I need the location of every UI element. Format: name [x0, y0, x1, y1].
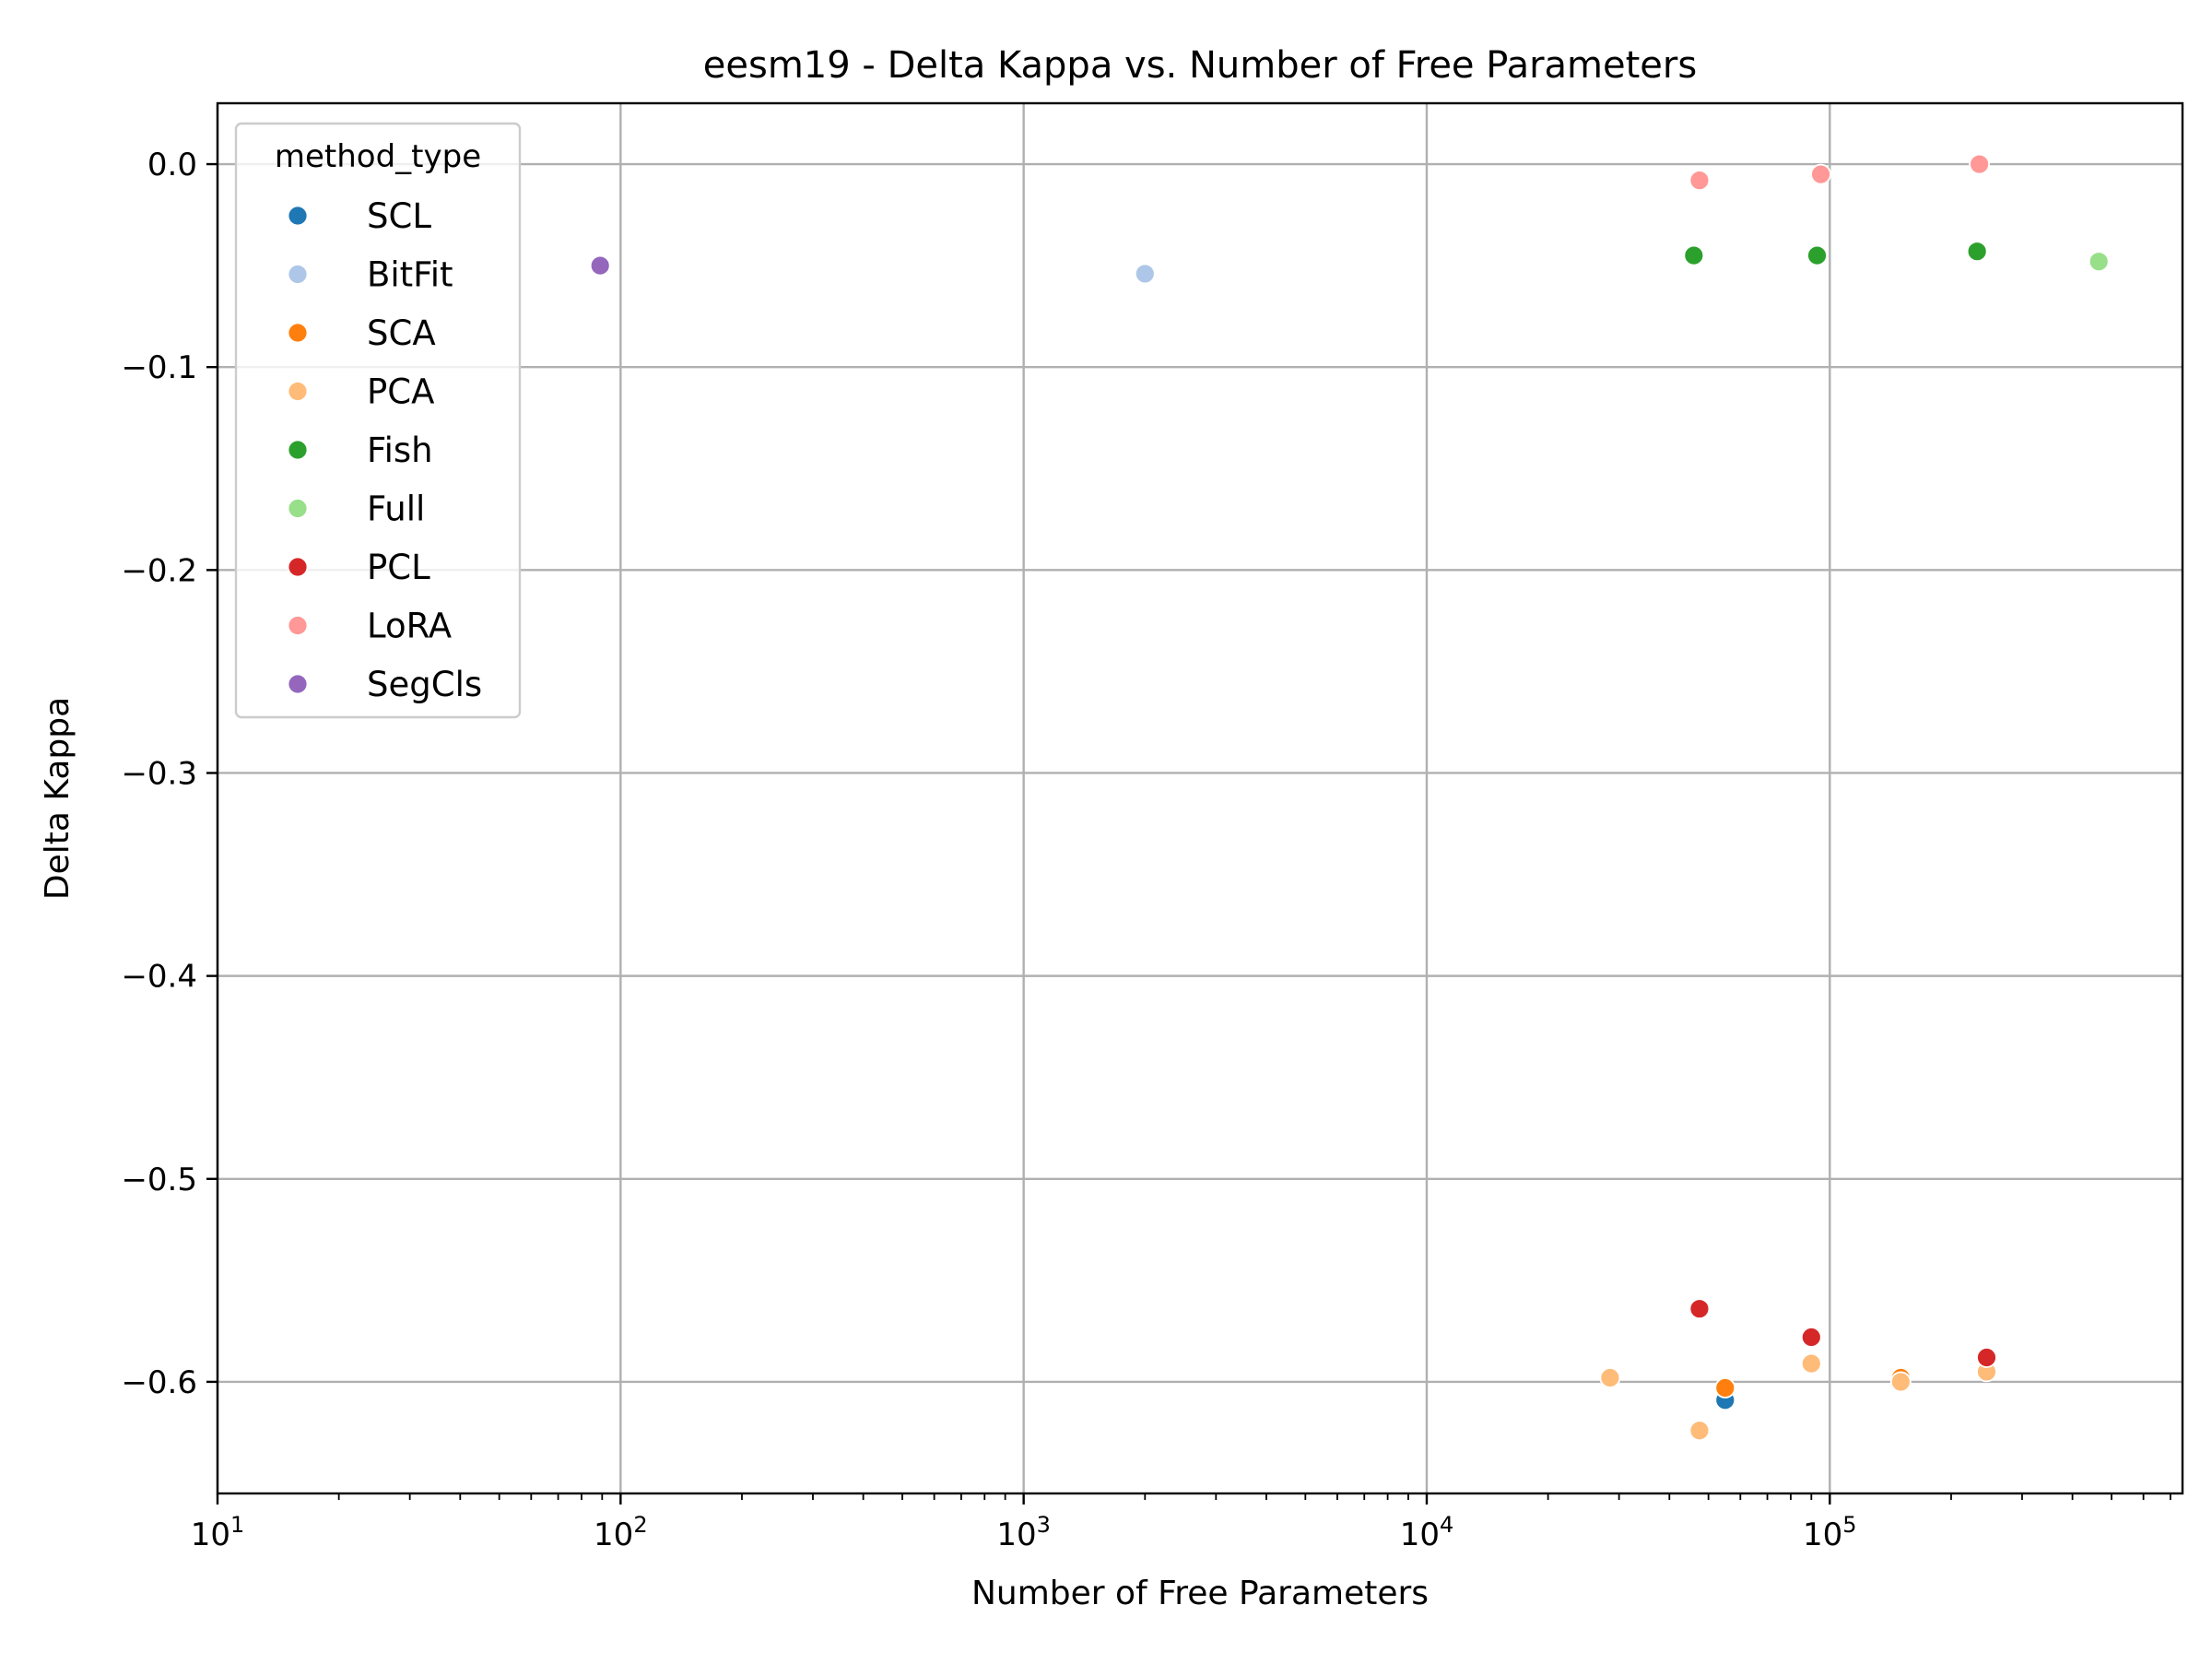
legend-marker-lora	[287, 615, 309, 636]
legend-marker-pcl	[287, 556, 309, 578]
y-tick-label: −0.2	[121, 552, 197, 589]
x-tick-label: 101	[191, 1512, 245, 1553]
grid-lines	[216, 103, 2183, 1493]
legend-label-sca: SCA	[367, 313, 436, 353]
legend-title: method_type	[275, 138, 481, 175]
y-tick-label: −0.6	[121, 1364, 197, 1401]
y-tick-label: 0.0	[147, 147, 197, 183]
legend: method_type SCL BitFit SCA PCA Fish Full PCL Lo…	[234, 122, 522, 719]
data-point-pca	[1800, 1352, 1822, 1375]
legend-marker-segcls	[287, 673, 309, 695]
x-tick-label: 105	[1803, 1512, 1857, 1553]
data-point-fish	[1806, 244, 1828, 266]
y-tick-label: −0.3	[121, 755, 197, 792]
chart-title: eesm19 - Delta Kappa vs. Number of Free …	[703, 44, 1697, 87]
y-tick-label: −0.5	[121, 1162, 197, 1198]
data-points	[589, 153, 2110, 1442]
data-point-full	[2088, 251, 2110, 273]
data-point-pca	[1599, 1367, 1621, 1388]
legend-marker-scl	[287, 205, 309, 227]
plot-area-frame	[216, 101, 2184, 1495]
y-axis-label: Delta Kappa	[39, 697, 76, 900]
x-tick-label: 102	[594, 1512, 648, 1553]
data-point-pca	[1889, 1371, 1912, 1393]
legend-marker-sca	[287, 322, 309, 344]
data-point-fish	[1966, 241, 1988, 263]
legend-label-pcl: PCL	[367, 548, 430, 587]
data-point-lora	[1810, 163, 1831, 185]
legend-label-lora: LoRA	[367, 607, 452, 646]
legend-label-fish: Fish	[367, 431, 433, 470]
legend-marker-bitfit	[287, 264, 309, 285]
y-tick-label: −0.4	[121, 959, 197, 996]
data-point-bitfit	[1134, 263, 1156, 285]
axis-ticks: 101 102 103 104 105 0.0 −0.1 −0.2 −0.3 −0.4 −0.5 −0…	[121, 147, 2171, 1553]
legend-label-segcls: SegCls	[367, 665, 482, 704]
data-point-lora	[1688, 170, 1711, 192]
data-point-segcls	[589, 254, 611, 277]
data-point-fish	[1683, 244, 1705, 266]
data-point-sca	[1714, 1377, 1736, 1398]
legend-label-full: Full	[367, 490, 425, 529]
x-axis-label: Number of Free Parameters	[971, 1575, 1429, 1612]
data-point-lora	[1969, 153, 1990, 175]
legend-label-bitfit: BitFit	[367, 255, 453, 295]
legend-marker-pca	[287, 381, 309, 402]
data-point-pcl	[1688, 1298, 1711, 1320]
legend-label-scl: SCL	[367, 196, 431, 236]
data-point-pcl	[1800, 1327, 1822, 1348]
legend-marker-full	[287, 498, 309, 519]
data-point-pca	[1688, 1420, 1711, 1442]
legend-label-pca: PCA	[367, 372, 434, 412]
x-tick-label: 103	[996, 1512, 1051, 1553]
legend-marker-fish	[287, 439, 309, 461]
x-tick-label: 104	[1400, 1512, 1454, 1553]
y-tick-label: −0.1	[121, 349, 197, 386]
data-point-pcl	[1976, 1347, 1997, 1368]
